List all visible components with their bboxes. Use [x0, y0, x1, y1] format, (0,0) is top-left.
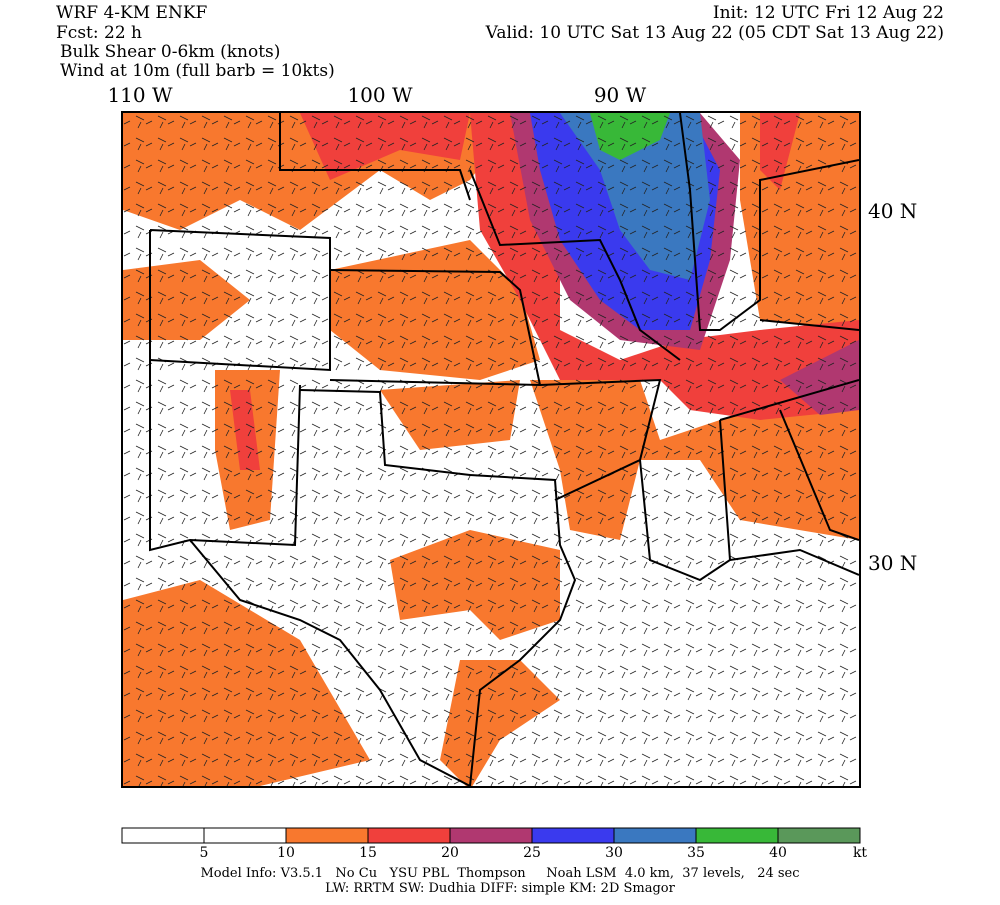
- colorbar-bin: [531, 827, 615, 844]
- model-title: WRF 4-KM ENKF: [56, 3, 208, 23]
- map-frame: [121, 111, 861, 788]
- borders: [149, 113, 859, 786]
- model-info: Model Info: V3.5.1 No Cu YSU PBL Thompso…: [200, 866, 799, 881]
- init-time: Init: 12 UTC Fri 12 Aug 22: [713, 3, 944, 23]
- latitude-labels: 40 N 30 N: [868, 199, 917, 575]
- colorbar-bin: [121, 827, 205, 844]
- colorbar-bin: [449, 827, 533, 844]
- colorbar-label: 5: [200, 845, 209, 861]
- colorbar-label: 30: [605, 845, 623, 861]
- field-name: Bulk Shear 0-6km (knots): [60, 42, 280, 62]
- colorbar-unit: kt: [853, 845, 867, 861]
- colorbar-bin: [777, 827, 861, 844]
- colorbar: 5 10 15 20 25 30 35 40 kt: [121, 827, 867, 861]
- map: [123, 113, 859, 786]
- longitude-label: 100 W: [347, 83, 413, 107]
- colorbar-bin: [203, 827, 287, 844]
- longitude-label: 110 W: [107, 83, 173, 107]
- colorbar-label: 25: [523, 845, 541, 861]
- colorbar-bin: [367, 827, 451, 844]
- latitude-label: 40 N: [868, 199, 917, 223]
- valid-time: Valid: 10 UTC Sat 13 Aug 22 (05 CDT Sat …: [485, 23, 944, 43]
- latitude-label: 30 N: [868, 551, 917, 575]
- colorbar-label: 35: [687, 845, 705, 861]
- colorbar-label: 15: [359, 845, 377, 861]
- colorbar-label: 10: [277, 845, 295, 861]
- longitude-label: 90 W: [594, 83, 647, 107]
- forecast-hour: Fcst: 22 h: [56, 23, 142, 43]
- model-physics: LW: RRTM SW: Dudhia DIFF: simple KM: 2D …: [325, 881, 675, 896]
- colorbar-label: 40: [769, 845, 787, 861]
- colorbar-bin: [285, 827, 369, 844]
- wind-note: Wind at 10m (full barb = 10kts): [60, 61, 335, 81]
- colorbar-bin: [613, 827, 697, 844]
- longitude-labels: 110 W 100 W 90 W: [107, 83, 646, 107]
- colorbar-bin: [695, 827, 779, 844]
- colorbar-label: 20: [441, 845, 459, 861]
